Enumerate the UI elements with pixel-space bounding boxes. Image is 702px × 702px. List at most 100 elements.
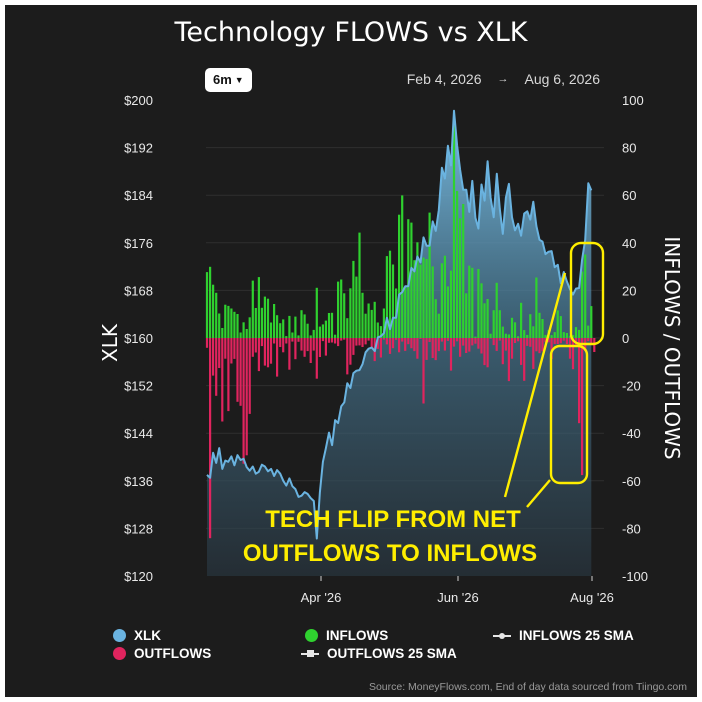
inflow-bar[interactable] xyxy=(574,327,578,338)
outflow-bar[interactable] xyxy=(459,338,462,357)
outflow-bar[interactable] xyxy=(578,338,581,424)
outflow-bar[interactable] xyxy=(254,338,257,353)
outflow-bar[interactable] xyxy=(224,338,227,359)
outflow-bar[interactable] xyxy=(556,338,559,344)
inflow-bar[interactable] xyxy=(440,263,443,338)
outflow-bar[interactable] xyxy=(477,338,480,349)
outflow-bar[interactable] xyxy=(361,338,364,347)
inflow-bar[interactable] xyxy=(571,335,575,338)
inflow-bar[interactable] xyxy=(590,306,593,338)
outflow-bar[interactable] xyxy=(312,338,315,351)
outflow-bar[interactable] xyxy=(337,338,340,347)
outflow-bar[interactable] xyxy=(303,338,306,357)
legend-xlk[interactable]: XLK xyxy=(113,628,161,643)
inflow-bar[interactable] xyxy=(504,333,507,338)
inflow-bar[interactable] xyxy=(224,304,227,338)
inflow-bar[interactable] xyxy=(303,314,306,338)
outflow-bar[interactable] xyxy=(483,338,486,366)
inflow-bar[interactable] xyxy=(520,302,523,338)
inflow-bar[interactable] xyxy=(343,293,346,338)
outflow-bar[interactable] xyxy=(504,338,507,351)
inflow-bar[interactable] xyxy=(373,301,376,338)
inflow-bar[interactable] xyxy=(215,292,218,338)
outflow-bar[interactable] xyxy=(370,338,373,347)
outflow-bar[interactable] xyxy=(391,338,395,349)
inflow-bar[interactable] xyxy=(266,298,270,338)
outflow-bar[interactable] xyxy=(507,338,510,382)
inflow-bar[interactable] xyxy=(456,190,459,338)
inflow-bar[interactable] xyxy=(486,299,489,338)
inflow-bar[interactable] xyxy=(294,316,297,338)
outflow-bar[interactable] xyxy=(446,338,449,341)
outflow-bar[interactable] xyxy=(523,338,526,381)
outflow-bar[interactable] xyxy=(315,338,318,379)
outflow-bar[interactable] xyxy=(401,338,404,342)
inflow-bar[interactable] xyxy=(452,124,456,338)
outflow-bar[interactable] xyxy=(550,338,553,359)
inflow-bar[interactable] xyxy=(541,319,544,338)
inflow-bar[interactable] xyxy=(419,264,422,338)
outflow-bar[interactable] xyxy=(443,338,446,351)
outflow-bar[interactable] xyxy=(236,338,239,402)
outflow-bar[interactable] xyxy=(538,338,541,354)
inflow-bar[interactable] xyxy=(242,322,245,338)
date-end[interactable]: Aug 6, 2026 xyxy=(524,71,600,87)
inflow-bar[interactable] xyxy=(288,315,291,338)
inflow-bar[interactable] xyxy=(315,287,318,338)
outflow-bar[interactable] xyxy=(468,338,471,352)
outflow-bar[interactable] xyxy=(279,338,282,347)
outflow-bar[interactable] xyxy=(419,338,422,339)
inflow-bar[interactable] xyxy=(269,322,273,339)
inflow-bar[interactable] xyxy=(523,330,526,338)
outflow-bar[interactable] xyxy=(498,338,501,341)
outflow-bar[interactable] xyxy=(465,338,468,353)
inflow-bar[interactable] xyxy=(245,329,248,338)
inflow-bar[interactable] xyxy=(422,257,425,338)
inflow-bar[interactable] xyxy=(330,312,334,338)
legend-outflows[interactable]: OUTFLOWS xyxy=(113,646,211,661)
inflow-bar[interactable] xyxy=(507,334,510,338)
outflow-bar[interactable] xyxy=(587,338,590,342)
outflow-bar[interactable] xyxy=(260,338,263,347)
inflow-bar[interactable] xyxy=(578,329,581,338)
outflow-bar[interactable] xyxy=(318,338,321,357)
outflow-bar[interactable] xyxy=(364,338,367,345)
outflow-bar[interactable] xyxy=(276,338,279,377)
outflow-bar[interactable] xyxy=(471,338,474,346)
inflow-bar[interactable] xyxy=(364,313,367,338)
outflow-bar[interactable] xyxy=(547,338,550,343)
inflow-bar[interactable] xyxy=(233,311,236,338)
outflow-bar[interactable] xyxy=(428,338,431,342)
xlk-line[interactable] xyxy=(206,109,593,540)
outflow-bar[interactable] xyxy=(474,338,477,344)
inflow-bar[interactable] xyxy=(431,266,434,338)
outflow-bar[interactable] xyxy=(571,338,575,370)
outflow-bar[interactable] xyxy=(330,338,334,343)
outflow-bar[interactable] xyxy=(212,338,215,376)
outflow-bar[interactable] xyxy=(294,338,297,360)
inflow-bar[interactable] xyxy=(257,277,260,338)
outflow-bar[interactable] xyxy=(434,338,437,361)
inflow-bar[interactable] xyxy=(404,287,407,339)
inflow-bar[interactable] xyxy=(510,317,514,338)
outflow-bar[interactable] xyxy=(273,338,276,344)
inflow-bar[interactable] xyxy=(273,304,276,338)
inflow-bar[interactable] xyxy=(291,332,294,339)
outflow-bar[interactable] xyxy=(379,338,382,358)
inflow-bar[interactable] xyxy=(367,303,370,339)
range-select[interactable]: 6m ▼ xyxy=(205,68,252,92)
inflow-bar[interactable] xyxy=(480,283,483,338)
outflow-bar[interactable] xyxy=(529,338,532,347)
outflow-bar[interactable] xyxy=(266,338,270,368)
outflow-bar[interactable] xyxy=(489,338,492,339)
outflow-bar[interactable] xyxy=(327,338,331,343)
inflow-bar[interactable] xyxy=(498,310,501,338)
outflow-bar[interactable] xyxy=(513,338,517,343)
inflow-bar[interactable] xyxy=(434,299,437,338)
inflow-bar[interactable] xyxy=(282,319,285,338)
inflow-bar[interactable] xyxy=(526,334,529,338)
inflow-bar[interactable] xyxy=(407,219,410,338)
outflow-bar[interactable] xyxy=(205,338,209,348)
inflow-bar[interactable] xyxy=(474,336,477,338)
outflow-bar[interactable] xyxy=(248,338,251,414)
